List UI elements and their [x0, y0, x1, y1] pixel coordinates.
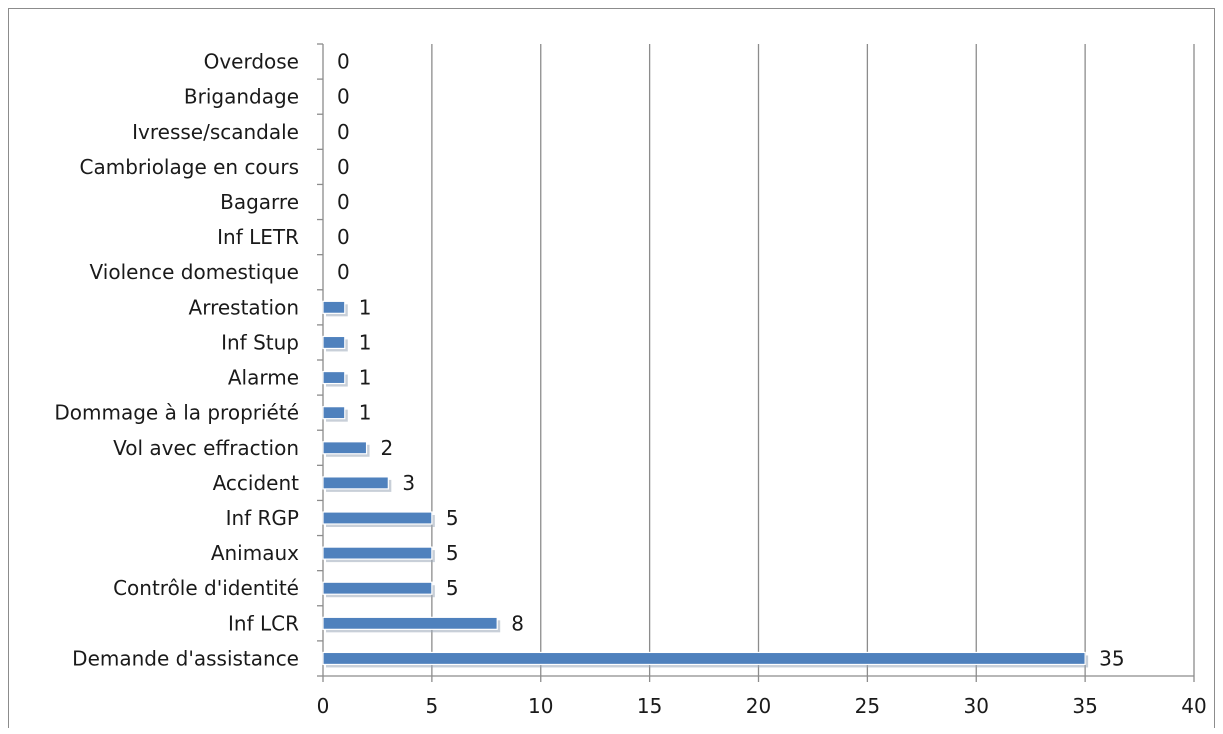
data-label: 0	[337, 260, 350, 284]
data-label: 8	[511, 611, 524, 635]
data-label: 5	[446, 576, 459, 600]
category-label: Bagarre	[220, 190, 299, 214]
category-label: Alarme	[228, 366, 299, 390]
bar	[322, 406, 346, 420]
category-label: Brigandage	[184, 85, 299, 109]
data-label: 1	[359, 401, 372, 425]
data-label: 2	[381, 436, 394, 460]
chart-frame	[8, 8, 1215, 728]
category-label: Contrôle d'identité	[113, 576, 299, 600]
category-label: Animaux	[211, 541, 299, 565]
category-label: Inf LCR	[228, 611, 299, 635]
bar	[322, 370, 346, 385]
x-tick-label: 30	[964, 694, 989, 718]
category-label: Overdose	[204, 50, 299, 74]
category-label: Demande d'assistance	[72, 646, 299, 670]
x-tick-label: 35	[1072, 694, 1097, 718]
data-label: 5	[446, 506, 459, 530]
bar	[322, 335, 346, 350]
category-label: Inf LETR	[217, 225, 299, 249]
data-label: 1	[359, 330, 372, 354]
x-tick-label: 5	[426, 694, 439, 718]
bar	[322, 476, 389, 490]
data-label: 0	[337, 50, 350, 74]
category-label: Vol avec effraction	[113, 436, 299, 460]
x-tick-label: 25	[855, 694, 880, 718]
category-label: Inf RGP	[226, 506, 299, 530]
category-label: Dommage à la propriété	[54, 401, 299, 425]
data-label: 0	[337, 155, 350, 179]
data-label: 0	[337, 190, 350, 214]
bar	[322, 300, 346, 314]
x-tick-label: 40	[1181, 694, 1206, 718]
bar	[322, 546, 433, 560]
category-label: Cambriolage en cours	[80, 155, 299, 179]
data-label: 0	[337, 225, 350, 249]
data-label: 35	[1099, 646, 1124, 670]
x-tick-label: 15	[637, 694, 662, 718]
category-label: Inf Stup	[221, 330, 299, 354]
bar	[322, 581, 433, 595]
bar	[322, 651, 1086, 666]
category-label: Arrestation	[189, 295, 299, 319]
category-label: Accident	[213, 471, 300, 495]
data-label: 1	[359, 366, 372, 390]
bar	[322, 616, 498, 630]
x-tick-label: 0	[317, 694, 330, 718]
category-label: Violence domestique	[90, 260, 299, 284]
category-label: Ivresse/scandale	[132, 120, 299, 144]
x-tick-label: 10	[528, 694, 553, 718]
bar	[322, 511, 433, 525]
x-tick-label: 20	[746, 694, 771, 718]
data-label: 0	[337, 85, 350, 109]
bar	[322, 441, 368, 455]
data-label: 3	[402, 471, 415, 495]
data-label: 0	[337, 120, 350, 144]
data-label: 5	[446, 541, 459, 565]
data-label: 1	[359, 295, 372, 319]
